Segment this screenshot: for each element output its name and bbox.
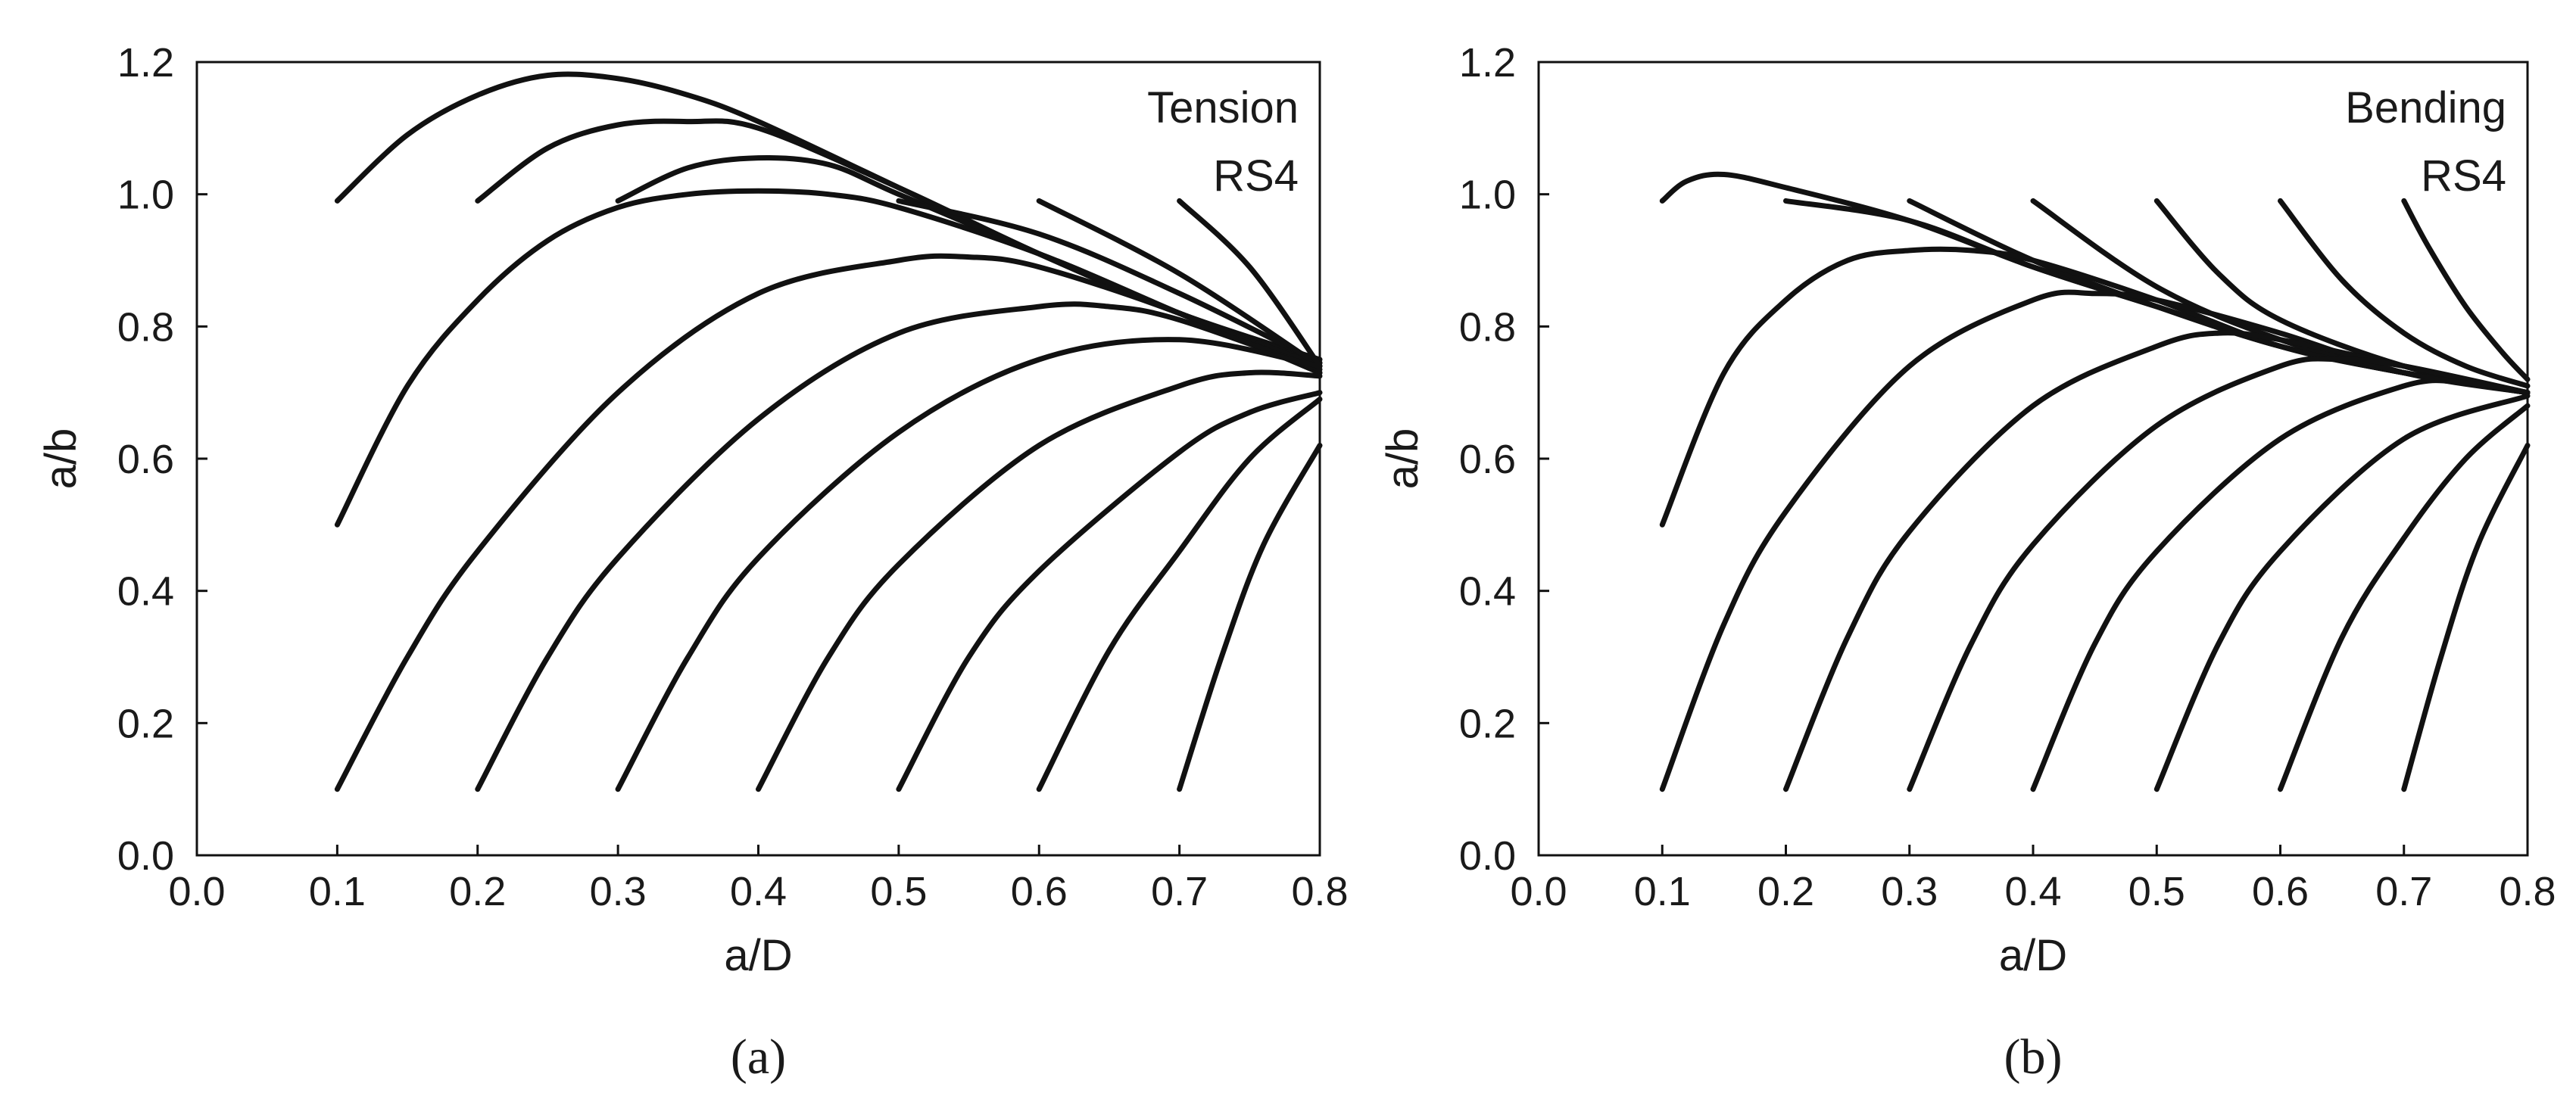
series-12-curve: [896, 390, 1323, 792]
x-tick-label: 0.2: [1757, 869, 1814, 914]
x-tick-label: 0.3: [1881, 869, 1938, 914]
x-tick-label: 0.4: [2004, 869, 2061, 914]
x-tick-label: 0.8: [2499, 869, 2556, 914]
series-10-curve: [1783, 330, 2531, 792]
x-tick-label: 0.1: [1634, 869, 1691, 914]
y-tick-label: 0.2: [1459, 701, 1516, 746]
y-tick-label: 0.4: [117, 569, 174, 615]
y-tick-label: 1.2: [117, 40, 174, 86]
x-tick-label: 0.6: [1011, 869, 1068, 914]
x-tick-label: 0.5: [2128, 869, 2185, 914]
x-axis-label: a/D: [1999, 931, 2067, 980]
y-tick-label: 0.0: [117, 833, 174, 879]
series-13-curve: [2153, 393, 2531, 792]
y-axis-label: a/b: [1378, 428, 1427, 490]
series-11-curve: [1907, 356, 2531, 792]
x-tick-label: 0.3: [590, 869, 647, 914]
series-7-curve: [2401, 198, 2531, 382]
y-tick-label: 1.2: [1459, 40, 1516, 86]
annotation-line: RS4: [2421, 151, 2506, 201]
series-4-curve: [896, 198, 1323, 366]
y-tick-label: 0.4: [1459, 569, 1516, 615]
x-tick-label: 0.7: [2375, 869, 2432, 914]
series-14-curve: [2278, 403, 2531, 792]
panel-caption: (b): [2004, 1029, 2063, 1085]
panel-b-bending: 0.0 0.1 0.2 0.3 0.4 0.5 0.6 0.7 0.8 0.0 0.2 0.4 0.6 0…: [1378, 40, 2556, 1085]
series-5-curve: [1036, 198, 1323, 369]
series-13-curve: [1036, 396, 1323, 792]
x-tick-label: 0.0: [1510, 869, 1567, 914]
series-11-curve: [756, 369, 1323, 792]
panel-caption: (a): [731, 1029, 786, 1085]
series-3-curve: [1907, 198, 2531, 396]
x-tick-label: 0.0: [168, 869, 225, 914]
series-15-curve: [2401, 443, 2531, 792]
y-tick-label: 0.6: [117, 437, 174, 482]
y-tick-label: 1.0: [1459, 173, 1516, 218]
annotation-line: Bending: [2345, 83, 2506, 132]
series-12-curve: [2030, 378, 2531, 792]
x-tick-label: 0.8: [1291, 869, 1348, 914]
series-7-curve: [334, 188, 1323, 528]
y-tick-label: 0.8: [1459, 304, 1516, 350]
x-axis-label: a/D: [724, 931, 792, 980]
x-tick-label: 0.7: [1151, 869, 1208, 914]
series-14-curve: [1177, 443, 1323, 792]
y-tick-label: 0.6: [1459, 437, 1516, 482]
series-6-curve: [2278, 198, 2531, 389]
series-9-curve: [475, 301, 1323, 792]
x-tick-label: 0.5: [870, 869, 927, 914]
annotation-line: RS4: [1213, 151, 1299, 201]
series-8-curve: [334, 253, 1323, 792]
annotation-line: Tension: [1147, 83, 1299, 132]
x-tick-label: 0.4: [730, 869, 787, 914]
x-tick-label: 0.1: [309, 869, 366, 914]
x-tick-label: 0.2: [449, 869, 506, 914]
y-tick-label: 0.8: [117, 304, 174, 350]
y-tick-label: 0.0: [1459, 833, 1516, 879]
x-tick-label: 0.6: [2252, 869, 2309, 914]
y-tick-label: 1.0: [117, 173, 174, 218]
y-tick-label: 0.2: [117, 701, 174, 746]
panel-a-tension: 0.0 0.1 0.2 0.3 0.4 0.5 0.6 0.7 0.8 0.0 0.2 0.4 0.6 0…: [36, 40, 1349, 1085]
series-6-curve: [1177, 198, 1323, 369]
y-axis-label: a/b: [36, 428, 86, 490]
series-10-curve: [615, 337, 1323, 792]
